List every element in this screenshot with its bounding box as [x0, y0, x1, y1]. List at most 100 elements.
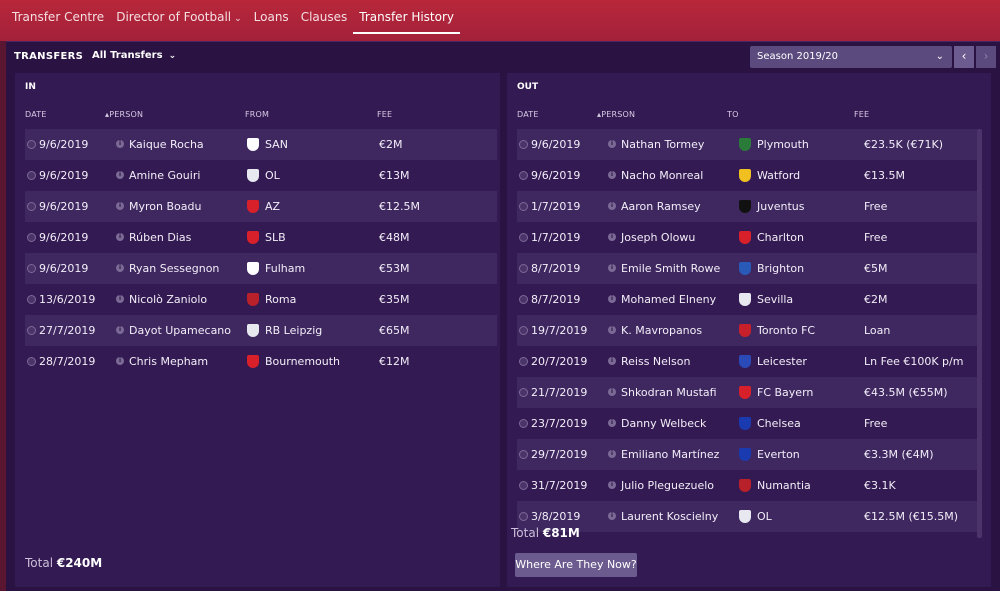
col-person[interactable]: ▴PERSON — [105, 110, 143, 119]
info-icon[interactable]: i — [116, 264, 124, 272]
club-name-link[interactable]: AZ — [265, 200, 281, 213]
club-name-link[interactable]: Chelsea — [757, 417, 801, 430]
table-row[interactable]: 9/6/2019 i Myron Boadu AZ €12.5M — [25, 191, 497, 222]
col-from[interactable]: FROM — [245, 110, 270, 119]
tab-transfer-centre[interactable]: Transfer Centre — [6, 0, 110, 34]
info-icon[interactable]: i — [608, 171, 616, 179]
player-name-link[interactable]: Rúben Dias — [129, 231, 192, 244]
player-name-link[interactable]: Laurent Koscielny — [621, 510, 719, 523]
table-row[interactable]: 29/7/2019 i Emiliano Martínez Everton €3.3M … — [517, 439, 977, 470]
table-row[interactable]: 20/7/2019 i Reiss Nelson Leicester Ln Fee €1… — [517, 346, 977, 377]
out-scrollbar[interactable] — [977, 129, 982, 538]
player-name-link[interactable]: Dayot Upamecano — [129, 324, 232, 337]
player-name-link[interactable]: Emiliano Martínez — [621, 448, 720, 461]
tab-transfer-history[interactable]: Transfer History — [353, 0, 460, 34]
club-name-link[interactable]: OL — [265, 169, 280, 182]
info-icon[interactable]: i — [608, 388, 616, 396]
table-row[interactable]: 9/6/2019 i Amine Gouiri OL €13M — [25, 160, 497, 191]
club-name-link[interactable]: Toronto FC — [757, 324, 816, 337]
table-row[interactable]: 9/6/2019 i Kaique Rocha SAN €2M — [25, 129, 497, 160]
season-select[interactable]: Season 2019/20 ⌄ — [750, 46, 952, 68]
tab-director-of-football[interactable]: Director of Football ⌄ — [110, 0, 247, 34]
club-name-link[interactable]: SLB — [265, 231, 286, 244]
player-name-link[interactable]: Shkodran Mustafi — [621, 386, 717, 399]
table-row[interactable]: 8/7/2019 i Mohamed Elneny Sevilla €2M — [517, 284, 977, 315]
player-name-link[interactable]: Chris Mepham — [129, 355, 209, 368]
club-name-link[interactable]: OL — [757, 510, 772, 523]
table-row[interactable]: 9/6/2019 i Rúben Dias SLB €48M — [25, 222, 497, 253]
club-name-link[interactable]: Fulham — [265, 262, 306, 275]
club-name-link[interactable]: Leicester — [757, 355, 807, 368]
info-icon[interactable]: i — [608, 326, 616, 334]
col-person[interactable]: ▴PERSON — [597, 110, 635, 119]
table-row[interactable]: 3/8/2019 i Laurent Koscielny OL €12.5M (€15.… — [517, 501, 977, 532]
info-icon[interactable]: i — [116, 326, 124, 334]
info-icon[interactable]: i — [116, 140, 124, 148]
info-icon[interactable]: i — [608, 264, 616, 272]
player-name-link[interactable]: Amine Gouiri — [129, 169, 201, 182]
player-name-link[interactable]: Emile Smith Rowe — [621, 262, 721, 275]
club-name-link[interactable]: Numantia — [757, 479, 811, 492]
table-row[interactable]: 19/7/2019 i K. Mavropanos Toronto FC Loan — [517, 315, 977, 346]
club-name-link[interactable]: Bournemouth — [265, 355, 341, 368]
col-to[interactable]: TO — [727, 110, 739, 119]
table-row[interactable]: 9/6/2019 i Nacho Monreal Watford €13.5M — [517, 160, 977, 191]
table-row[interactable]: 23/7/2019 i Danny Welbeck Chelsea Free — [517, 408, 977, 439]
info-icon[interactable]: i — [116, 295, 124, 303]
table-row[interactable]: 28/7/2019 i Chris Mepham Bournemouth €12M — [25, 346, 497, 377]
club-name-link[interactable]: SAN — [265, 138, 288, 151]
table-row[interactable]: 8/7/2019 i Emile Smith Rowe Brighton €5M — [517, 253, 977, 284]
club-name-link[interactable]: Juventus — [757, 200, 805, 213]
table-row[interactable]: 1/7/2019 i Aaron Ramsey Juventus Free — [517, 191, 977, 222]
player-name-link[interactable]: Aaron Ramsey — [621, 200, 701, 213]
tab-clauses[interactable]: Clauses — [295, 0, 354, 34]
table-row[interactable]: 9/6/2019 i Nathan Tormey Plymouth €23.5K (€7… — [517, 129, 977, 160]
club-name-link[interactable]: Roma — [265, 293, 297, 306]
club-name-link[interactable]: Plymouth — [757, 138, 809, 151]
info-icon[interactable]: i — [116, 171, 124, 179]
info-icon[interactable]: i — [608, 233, 616, 241]
next-season-button[interactable]: › — [976, 46, 996, 68]
tab-loans[interactable]: Loans — [248, 0, 295, 34]
info-icon[interactable]: i — [608, 357, 616, 365]
club-name-link[interactable]: Everton — [757, 448, 800, 461]
table-row[interactable]: 1/7/2019 i Joseph Olowu Charlton Free — [517, 222, 977, 253]
club-name-link[interactable]: Sevilla — [757, 293, 794, 306]
player-name-link[interactable]: Nicolò Zaniolo — [129, 293, 208, 306]
player-name-link[interactable]: Myron Boadu — [129, 200, 202, 213]
info-icon[interactable]: i — [116, 202, 124, 210]
club-name-link[interactable]: RB Leipzig — [265, 324, 323, 337]
club-name-link[interactable]: Brighton — [757, 262, 805, 275]
player-name-link[interactable]: Nathan Tormey — [621, 138, 705, 151]
info-icon[interactable]: i — [116, 357, 124, 365]
col-date[interactable]: DATE — [25, 110, 47, 119]
info-icon[interactable]: i — [608, 512, 616, 520]
table-row[interactable]: 13/6/2019 i Nicolò Zaniolo Roma €35M — [25, 284, 497, 315]
info-icon[interactable]: i — [608, 481, 616, 489]
player-name-link[interactable]: Kaique Rocha — [129, 138, 204, 151]
info-icon[interactable]: i — [608, 419, 616, 427]
table-row[interactable]: 31/7/2019 i Julio Pleguezuelo Numantia €3.1K — [517, 470, 977, 501]
col-date[interactable]: DATE — [517, 110, 539, 119]
info-icon[interactable]: i — [608, 202, 616, 210]
info-icon[interactable]: i — [608, 295, 616, 303]
player-name-link[interactable]: Danny Welbeck — [621, 417, 707, 430]
col-fee[interactable]: FEE — [377, 110, 393, 119]
info-icon[interactable]: i — [608, 450, 616, 458]
club-name-link[interactable]: Watford — [757, 169, 801, 182]
table-row[interactable]: 27/7/2019 i Dayot Upamecano RB Leipzig €65M — [25, 315, 497, 346]
player-name-link[interactable]: Ryan Sessegnon — [129, 262, 220, 275]
player-name-link[interactable]: Julio Pleguezuelo — [621, 479, 715, 492]
previous-season-button[interactable]: ‹ — [954, 46, 974, 68]
player-name-link[interactable]: K. Mavropanos — [621, 324, 703, 337]
transfer-filter-dropdown[interactable]: All Transfers ⌄ — [92, 50, 176, 61]
col-fee[interactable]: FEE — [854, 110, 870, 119]
club-name-link[interactable]: FC Bayern — [757, 386, 814, 399]
player-name-link[interactable]: Reiss Nelson — [621, 355, 691, 368]
info-icon[interactable]: i — [608, 140, 616, 148]
player-name-link[interactable]: Mohamed Elneny — [621, 293, 717, 306]
info-icon[interactable]: i — [116, 233, 124, 241]
club-name-link[interactable]: Charlton — [757, 231, 804, 244]
where-are-they-now-button[interactable]: Where Are They Now? — [515, 553, 637, 577]
player-name-link[interactable]: Joseph Olowu — [621, 231, 696, 244]
